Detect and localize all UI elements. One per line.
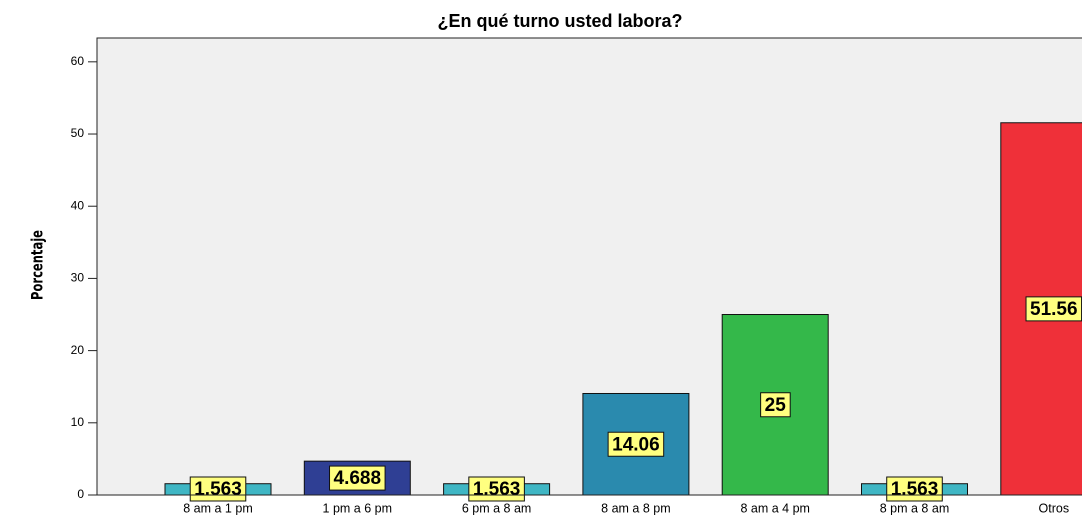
x-tick-label: 8 am a 8 pm [601,501,670,515]
value-label-box [1025,296,1082,322]
value-label: 25 [765,395,787,416]
value-label-box [760,392,791,418]
chart-title: ¿En qué turno usted labora? [437,11,682,31]
x-tick-label: Otros [1039,501,1070,515]
x-tick-label: 8 am a 1 pm [183,501,252,515]
y-tick-label: 50 [71,126,85,140]
x-tick-label: 8 pm a 8 am [880,501,949,515]
value-label: 4.688 [334,468,382,489]
value-label: 14.06 [612,434,660,455]
value-label-box [886,476,943,502]
y-tick-label: 30 [71,271,85,285]
x-tick-label: 6 pm a 8 am [462,501,531,515]
y-tick-label: 20 [71,343,85,357]
y-tick-label: 60 [71,54,85,68]
value-label: 1.563 [194,479,242,500]
y-tick-label: 0 [77,487,84,501]
value-label-box [329,465,386,491]
value-label-box [468,476,525,502]
value-label-box [189,476,247,502]
y-axis-label: Porcentaje [28,230,47,300]
y-tick-label: 40 [71,198,85,212]
value-label-box [607,431,665,457]
value-label: 1.563 [891,479,939,500]
value-label: 51.56 [1030,299,1078,320]
x-tick-label: 1 pm a 6 pm [323,501,392,515]
value-label: 1.563 [473,479,521,500]
x-tick-label: 8 am a 4 pm [740,501,809,515]
y-tick-label: 10 [71,415,85,429]
